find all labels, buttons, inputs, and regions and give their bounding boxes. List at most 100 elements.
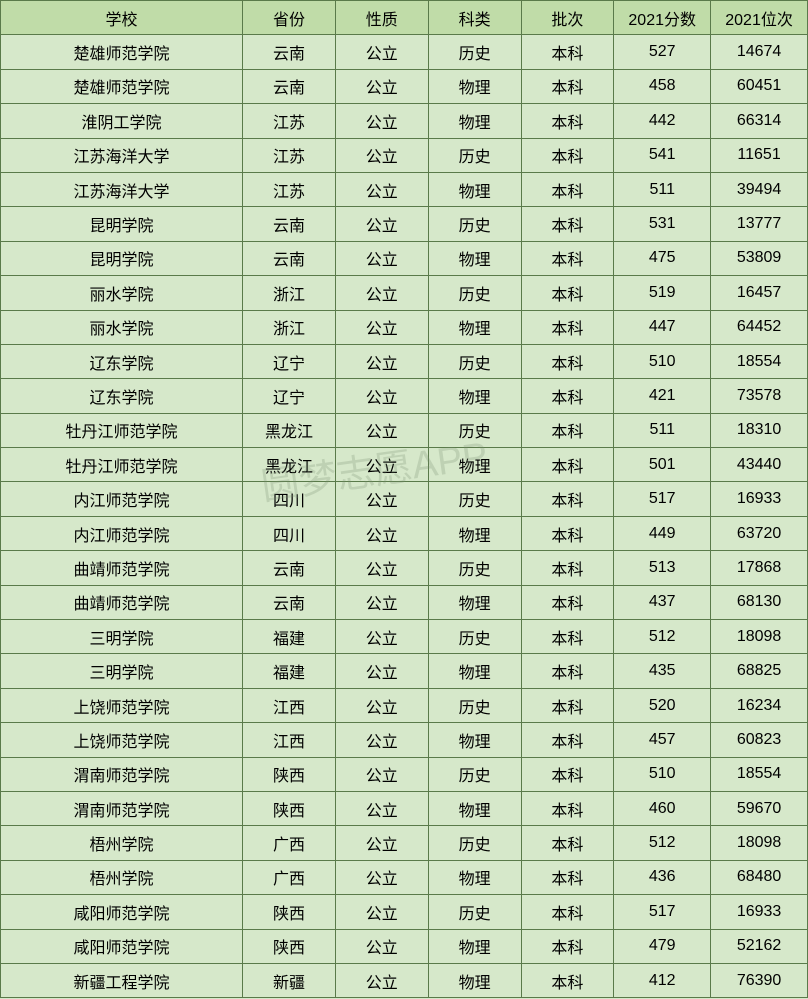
cell-rank: 68130	[711, 585, 808, 619]
cell-school: 新疆工程学院	[1, 963, 243, 997]
table-row: 内江师范学院四川公立历史本科51716933	[1, 482, 808, 516]
table-row: 上饶师范学院江西公立物理本科45760823	[1, 723, 808, 757]
cell-province: 云南	[243, 69, 336, 103]
cell-province: 江苏	[243, 138, 336, 172]
cell-province: 云南	[243, 241, 336, 275]
cell-nature: 公立	[335, 860, 428, 894]
cell-province: 广西	[243, 860, 336, 894]
cell-batch: 本科	[521, 344, 614, 378]
cell-batch: 本科	[521, 860, 614, 894]
cell-subject: 物理	[428, 69, 521, 103]
cell-batch: 本科	[521, 963, 614, 997]
cell-subject: 历史	[428, 413, 521, 447]
cell-batch: 本科	[521, 482, 614, 516]
table-row: 三明学院福建公立物理本科43568825	[1, 654, 808, 688]
cell-nature: 公立	[335, 585, 428, 619]
cell-batch: 本科	[521, 448, 614, 482]
cell-score: 510	[614, 344, 711, 378]
table-row: 辽东学院辽宁公立物理本科42173578	[1, 379, 808, 413]
cell-rank: 66314	[711, 104, 808, 138]
table-row: 内江师范学院四川公立物理本科44963720	[1, 516, 808, 550]
cell-batch: 本科	[521, 172, 614, 206]
cell-rank: 68825	[711, 654, 808, 688]
table-row: 曲靖师范学院云南公立历史本科51317868	[1, 551, 808, 585]
cell-province: 云南	[243, 585, 336, 619]
cell-subject: 历史	[428, 138, 521, 172]
cell-subject: 物理	[428, 860, 521, 894]
table-row: 丽水学院浙江公立历史本科51916457	[1, 276, 808, 310]
cell-rank: 14674	[711, 35, 808, 69]
cell-province: 福建	[243, 654, 336, 688]
cell-nature: 公立	[335, 482, 428, 516]
cell-subject: 物理	[428, 963, 521, 997]
cell-score: 412	[614, 963, 711, 997]
cell-score: 457	[614, 723, 711, 757]
cell-rank: 16234	[711, 688, 808, 722]
cell-school: 内江师范学院	[1, 516, 243, 550]
cell-score: 517	[614, 482, 711, 516]
cell-school: 牡丹江师范学院	[1, 413, 243, 447]
cell-subject: 物理	[428, 104, 521, 138]
cell-subject: 物理	[428, 448, 521, 482]
cell-province: 江苏	[243, 172, 336, 206]
cell-nature: 公立	[335, 654, 428, 688]
cell-nature: 公立	[335, 551, 428, 585]
cell-school: 江苏海洋大学	[1, 172, 243, 206]
cell-score: 421	[614, 379, 711, 413]
cell-subject: 历史	[428, 35, 521, 69]
cell-school: 咸阳师范学院	[1, 929, 243, 963]
cell-rank: 16933	[711, 895, 808, 929]
cell-subject: 历史	[428, 620, 521, 654]
cell-school: 渭南师范学院	[1, 791, 243, 825]
header-subject: 科类	[428, 1, 521, 35]
cell-score: 531	[614, 207, 711, 241]
cell-nature: 公立	[335, 241, 428, 275]
cell-rank: 53809	[711, 241, 808, 275]
cell-subject: 历史	[428, 344, 521, 378]
cell-score: 510	[614, 757, 711, 791]
table-row: 三明学院福建公立历史本科51218098	[1, 620, 808, 654]
cell-nature: 公立	[335, 963, 428, 997]
table-row: 渭南师范学院陕西公立物理本科46059670	[1, 791, 808, 825]
cell-province: 广西	[243, 826, 336, 860]
cell-province: 陕西	[243, 929, 336, 963]
cell-score: 527	[614, 35, 711, 69]
cell-batch: 本科	[521, 585, 614, 619]
cell-rank: 68480	[711, 860, 808, 894]
cell-nature: 公立	[335, 826, 428, 860]
table-container: 圆梦志愿APP 学校 省份 性质 科类 批次 2021分数 2021位次 楚雄师…	[0, 0, 808, 998]
cell-nature: 公立	[335, 413, 428, 447]
cell-nature: 公立	[335, 895, 428, 929]
cell-school: 牡丹江师范学院	[1, 448, 243, 482]
cell-subject: 物理	[428, 379, 521, 413]
cell-subject: 历史	[428, 276, 521, 310]
cell-subject: 物理	[428, 172, 521, 206]
cell-batch: 本科	[521, 138, 614, 172]
cell-batch: 本科	[521, 654, 614, 688]
cell-batch: 本科	[521, 207, 614, 241]
cell-nature: 公立	[335, 791, 428, 825]
cell-school: 淮阴工学院	[1, 104, 243, 138]
cell-province: 江苏	[243, 104, 336, 138]
cell-province: 浙江	[243, 310, 336, 344]
cell-rank: 11651	[711, 138, 808, 172]
cell-batch: 本科	[521, 241, 614, 275]
cell-score: 513	[614, 551, 711, 585]
cell-score: 437	[614, 585, 711, 619]
table-row: 辽东学院辽宁公立历史本科51018554	[1, 344, 808, 378]
cell-rank: 60451	[711, 69, 808, 103]
cell-nature: 公立	[335, 35, 428, 69]
cell-province: 云南	[243, 35, 336, 69]
table-header: 学校 省份 性质 科类 批次 2021分数 2021位次	[1, 1, 808, 35]
cell-subject: 物理	[428, 654, 521, 688]
cell-score: 512	[614, 826, 711, 860]
cell-rank: 76390	[711, 963, 808, 997]
table-row: 咸阳师范学院陕西公立历史本科51716933	[1, 895, 808, 929]
cell-score: 520	[614, 688, 711, 722]
cell-batch: 本科	[521, 895, 614, 929]
cell-nature: 公立	[335, 69, 428, 103]
cell-school: 梧州学院	[1, 860, 243, 894]
table-row: 新疆工程学院新疆公立物理本科41276390	[1, 963, 808, 997]
cell-subject: 物理	[428, 585, 521, 619]
cell-nature: 公立	[335, 344, 428, 378]
